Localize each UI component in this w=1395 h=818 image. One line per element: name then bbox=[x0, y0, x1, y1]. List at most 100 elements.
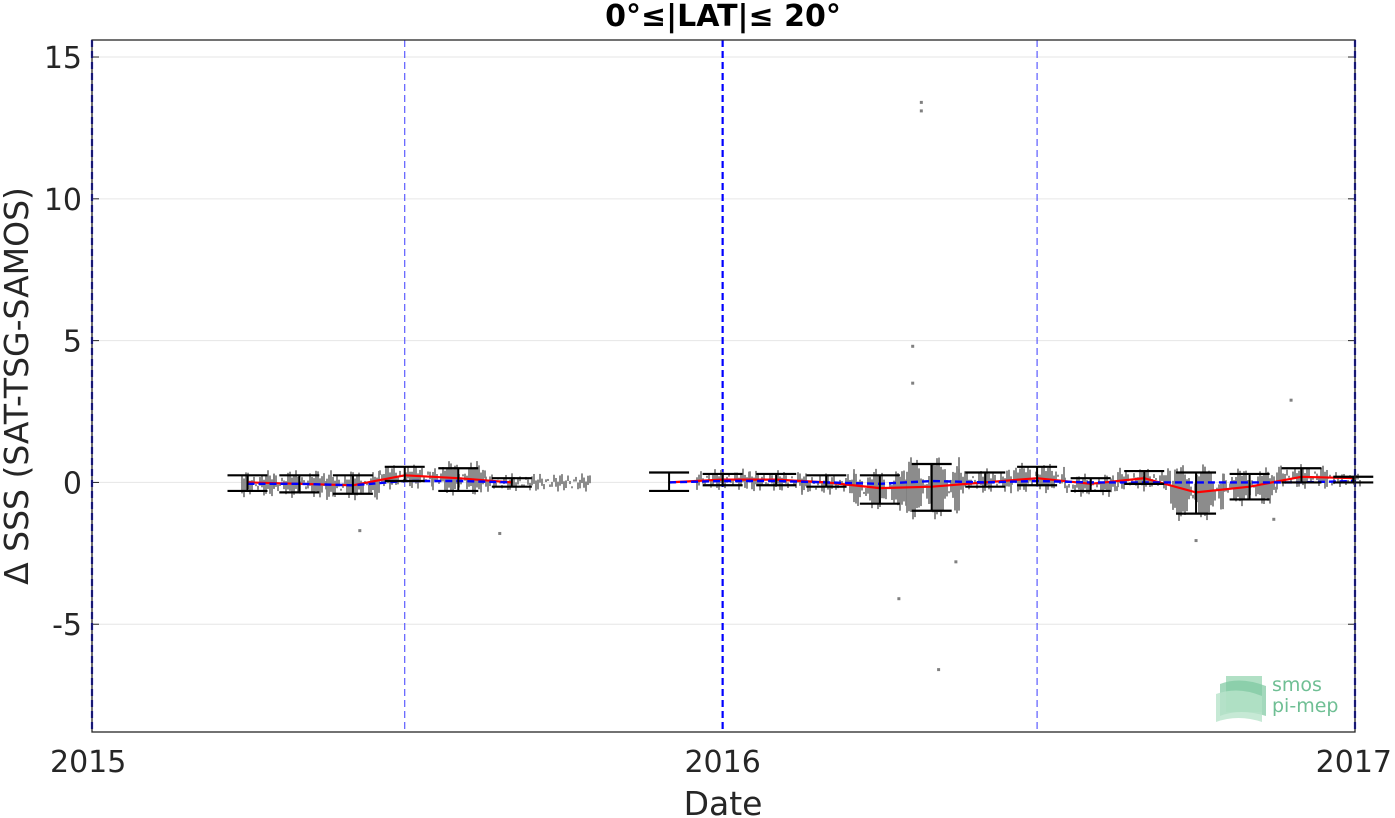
scatter-band bbox=[340, 488, 342, 491]
scatter-band bbox=[493, 481, 495, 489]
scatter-band bbox=[815, 487, 817, 490]
scatter-band bbox=[1290, 479, 1292, 483]
scatter-band bbox=[863, 491, 865, 494]
scatter-band bbox=[1170, 485, 1172, 504]
scatter-band bbox=[1261, 475, 1263, 504]
scatter-band bbox=[946, 480, 948, 497]
scatter-band bbox=[323, 473, 325, 487]
scatter-band bbox=[1184, 474, 1186, 515]
scatter-band bbox=[992, 473, 994, 484]
scatter-band bbox=[527, 479, 529, 485]
scatter-band bbox=[1061, 474, 1063, 484]
scatter-band bbox=[811, 477, 813, 484]
scatter-band bbox=[704, 482, 706, 485]
scatter-band bbox=[362, 484, 364, 493]
scatter-band bbox=[267, 470, 269, 489]
scatter-band bbox=[763, 474, 765, 480]
scatter-band bbox=[376, 477, 378, 500]
scatter-band bbox=[482, 469, 484, 485]
y-axis-label: Δ SSS (SAT-TSG-SAMOS) bbox=[0, 187, 36, 585]
scatter-band bbox=[295, 470, 297, 489]
scatter-band bbox=[871, 479, 873, 509]
scatter-band bbox=[1000, 473, 1002, 481]
scatter-band bbox=[1041, 466, 1043, 485]
scatter-band bbox=[734, 472, 736, 481]
scatter-band bbox=[1324, 471, 1326, 489]
scatter-band bbox=[742, 468, 744, 483]
scatter-band bbox=[1080, 481, 1082, 497]
scatter-band bbox=[1271, 475, 1273, 496]
scatter-band bbox=[966, 471, 968, 485]
plot-frame bbox=[91, 39, 1356, 733]
scatter-band bbox=[940, 466, 942, 517]
scatter-band bbox=[893, 480, 895, 503]
scatter-band bbox=[539, 473, 541, 483]
scatter-band bbox=[881, 472, 883, 499]
scatter-band bbox=[1029, 469, 1031, 482]
scatter-band bbox=[253, 476, 255, 483]
scatter-band bbox=[541, 478, 543, 486]
scatter-point bbox=[911, 381, 915, 385]
scatter-band bbox=[1149, 476, 1151, 488]
scatter-band bbox=[746, 477, 748, 489]
scatter-band bbox=[336, 476, 338, 489]
scatter-band bbox=[571, 486, 573, 489]
scatter-band bbox=[958, 468, 960, 485]
x-axis-label: Date bbox=[684, 784, 763, 818]
scatter-band bbox=[833, 475, 835, 485]
scatter-band bbox=[273, 473, 275, 489]
scatter-band bbox=[1110, 478, 1112, 493]
scatter-band bbox=[869, 477, 871, 501]
scatter-band bbox=[1106, 475, 1108, 491]
scatter-band bbox=[348, 479, 350, 498]
scatter-band bbox=[938, 457, 940, 513]
scatter-band bbox=[1247, 480, 1249, 500]
scatter-band bbox=[1057, 474, 1059, 477]
scatter-band bbox=[903, 470, 905, 502]
scatter-band bbox=[1312, 477, 1314, 480]
scatter-band bbox=[972, 476, 974, 479]
scatter-band bbox=[732, 480, 734, 486]
scatter-band bbox=[589, 475, 591, 484]
scatter-band bbox=[1310, 476, 1312, 484]
scatter-band bbox=[765, 482, 767, 485]
scatter-band bbox=[1314, 471, 1316, 474]
scatter-band bbox=[1229, 483, 1231, 488]
scatter-band bbox=[720, 470, 722, 483]
scatter-band bbox=[910, 457, 912, 512]
scatter-band bbox=[434, 468, 436, 481]
scatter-band bbox=[749, 471, 751, 483]
scatter-band bbox=[843, 484, 845, 492]
scatter-band bbox=[452, 469, 454, 496]
scatter-band bbox=[1306, 468, 1308, 482]
x-tick-label: 2016 bbox=[684, 745, 760, 780]
scatter-band bbox=[1269, 478, 1271, 504]
scatter-band bbox=[478, 465, 480, 490]
scatter-band bbox=[932, 463, 934, 513]
scatter-band bbox=[281, 477, 283, 482]
scatter-band bbox=[1237, 468, 1239, 497]
scatter-band bbox=[1114, 482, 1116, 492]
scatter-band bbox=[391, 468, 393, 485]
scatter-band bbox=[1088, 483, 1090, 495]
scatter-band bbox=[448, 461, 450, 488]
scatter-band bbox=[928, 476, 930, 504]
scatter-band bbox=[1127, 474, 1129, 482]
scatter-band bbox=[1212, 483, 1214, 507]
scatter-band bbox=[557, 481, 559, 492]
scatter-band bbox=[549, 484, 551, 487]
scatter-band bbox=[535, 480, 537, 491]
scatter-band bbox=[1082, 478, 1084, 494]
scatter-band bbox=[521, 484, 523, 487]
scatter-band bbox=[399, 470, 401, 476]
scatter-band bbox=[1347, 479, 1349, 483]
scatter-band bbox=[994, 474, 996, 482]
scatter-band bbox=[1280, 465, 1282, 481]
scatter-band bbox=[385, 465, 387, 481]
scatter-band bbox=[1027, 467, 1029, 484]
y-tick-label: 15 bbox=[44, 41, 82, 76]
scatter-band bbox=[303, 480, 305, 483]
scatter-band bbox=[531, 476, 533, 486]
scatter-band bbox=[744, 474, 746, 488]
scatter-band bbox=[1288, 475, 1290, 478]
